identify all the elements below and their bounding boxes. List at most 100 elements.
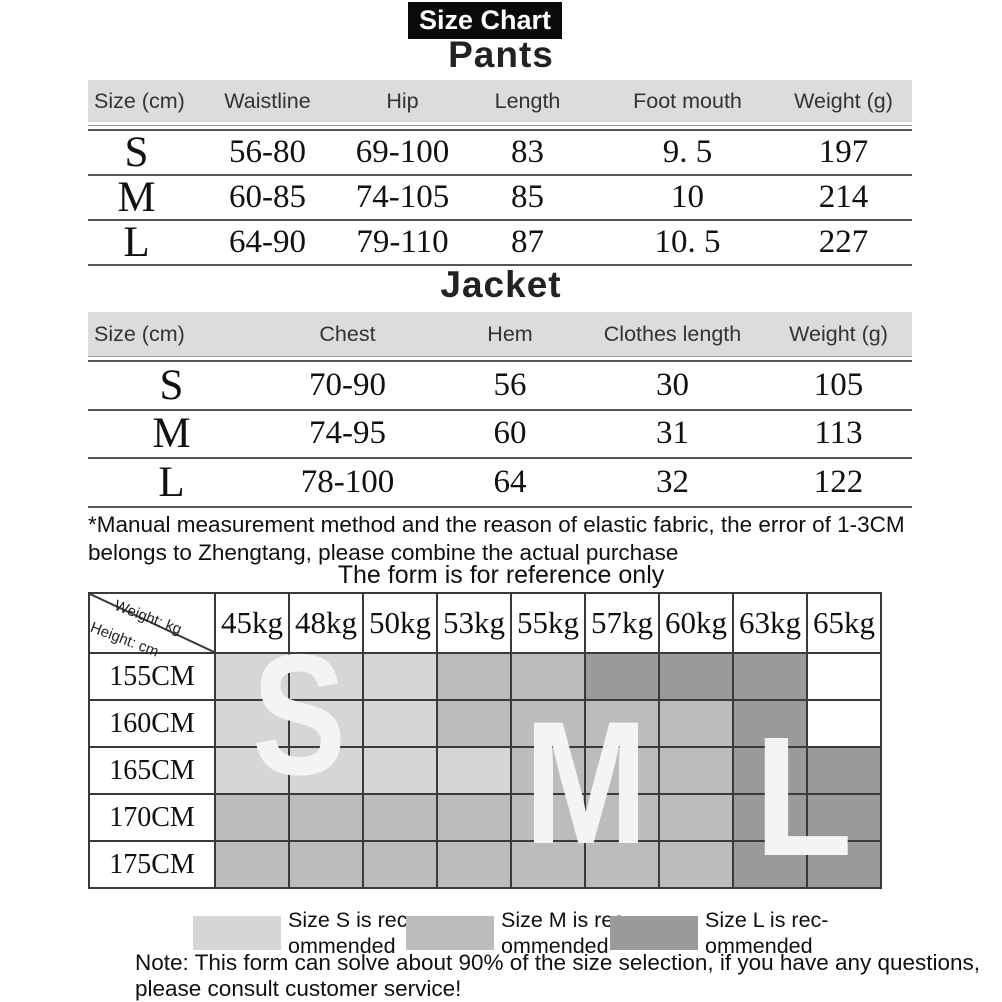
jacket-row-label: L [158, 458, 185, 506]
matrix-zone-cell [734, 795, 806, 840]
pants-cell: 85 [511, 179, 544, 215]
pants-row-label: L [123, 219, 150, 266]
matrix-zone-cell [660, 701, 732, 746]
matrix-zone-cell [660, 795, 732, 840]
jacket-row: M 74-95 60 31 113 [88, 410, 912, 460]
matrix-zone-cell [512, 654, 584, 699]
pants-row: L 64-90 79-110 87 10. 5 227 [88, 219, 912, 266]
matrix-zone-cell [734, 701, 806, 746]
legend-item-s: Size S is rec- ommended [193, 902, 415, 964]
legend-label-m: Size M is rec- ommended [501, 907, 631, 959]
matrix-zone-cell [438, 701, 510, 746]
jacket-cell: 122 [813, 463, 864, 500]
matrix-zone-cell [808, 701, 880, 746]
legend-swatch-s [193, 916, 281, 950]
jacket-column-header: Hem [487, 321, 533, 346]
matrix-zone-cell [808, 795, 880, 840]
measurement-note: *Manual measurement method and the reaso… [88, 511, 948, 567]
legend-label-s-line2: ommended [288, 934, 396, 958]
matrix-zone-cell [734, 654, 806, 699]
jacket-section-heading: Jacket [440, 264, 562, 305]
jacket-row: S 70-90 56 30 105 [88, 362, 912, 411]
jacket-cell: 60 [493, 415, 527, 452]
jacket-cell: 78-100 [300, 463, 395, 500]
service-note-line2: please consult customer service! [135, 976, 462, 1001]
matrix-zone-cell [586, 701, 658, 746]
matrix-weight-header: 57kg [586, 594, 658, 652]
pants-cell: 87 [511, 224, 544, 260]
pants-column-header: Foot mouth [633, 88, 742, 113]
jacket-cell: 113 [814, 415, 863, 452]
jacket-cell: 105 [813, 366, 864, 403]
jacket-cell: 32 [656, 463, 689, 500]
measurement-note-line2: belongs to Zhengtang, please combine the… [88, 540, 679, 565]
pants-row-label: S [124, 129, 149, 176]
legend-swatch-l [610, 916, 698, 950]
pants-cell: 60-85 [229, 179, 306, 215]
pants-row-label: M [117, 174, 156, 221]
matrix-zone-cell [808, 842, 880, 887]
matrix-zone-cell [586, 842, 658, 887]
matrix-zone-cell [438, 748, 510, 793]
measurement-note-line1: *Manual measurement method and the reaso… [88, 512, 905, 537]
matrix-zone-cell [364, 654, 436, 699]
pants-cell: 10 [671, 179, 704, 215]
pants-cell: 227 [818, 224, 869, 260]
pants-cell: 64-90 [229, 224, 306, 260]
jacket-table-header: Size (cm) Chest Hem Clothes length Weight (g… [88, 312, 912, 356]
pants-cell: 197 [818, 134, 869, 170]
reference-note: The form is for reference only [337, 561, 665, 589]
legend-label-l-line2: ommended [705, 934, 813, 958]
service-note-line1: Note: This form can solve about 90% of t… [135, 950, 981, 975]
service-note: Note: This form can solve about 90% of t… [135, 950, 980, 1002]
pants-table-body: S 56-80 69-100 83 9. 5 197 M 60-85 74-105 85 10 214… [88, 129, 912, 266]
matrix-weight-header: 53kg [438, 594, 510, 652]
legend-label-m-line2: ommended [501, 934, 609, 958]
matrix-zone-cell [660, 748, 732, 793]
matrix-zone-cell [586, 654, 658, 699]
matrix-zone-cell [364, 842, 436, 887]
legend-label-s: Size S is rec- ommended [288, 907, 415, 959]
matrix-zone-cell [364, 748, 436, 793]
legend-label-s-line1: Size S is rec- [288, 908, 415, 932]
matrix-weight-header: 60kg [660, 594, 732, 652]
jacket-cell: 74-95 [309, 415, 386, 452]
matrix-zone-cell [734, 748, 806, 793]
pants-column-header: Length [494, 88, 561, 113]
jacket-row-label: M [152, 410, 191, 458]
matrix-weight-header: 45kg [216, 594, 288, 652]
matrix-height-header: 165CM [90, 748, 214, 793]
matrix-zone-cell [808, 654, 880, 699]
pants-column-header: Hip [386, 88, 419, 113]
pants-cell: 83 [511, 134, 544, 170]
matrix-zone-cell [512, 748, 584, 793]
size-chart-title: Size Chart [408, 2, 563, 39]
pants-row: S 56-80 69-100 83 9. 5 197 [88, 129, 912, 176]
matrix-height-header: 155CM [90, 654, 214, 699]
matrix-zone-cell [216, 748, 288, 793]
matrix-zone-cell [660, 654, 732, 699]
jacket-cell: 30 [656, 366, 689, 403]
pants-column-header: Weight (g) [794, 88, 893, 113]
matrix-zone-cell [216, 701, 288, 746]
jacket-column-header: Size (cm) [94, 321, 185, 346]
legend-item-l: Size L is rec- ommended [610, 902, 828, 964]
matrix-zone-cell [216, 654, 288, 699]
matrix-zone-cell [586, 795, 658, 840]
pants-cell: 9. 5 [662, 134, 713, 170]
matrix-weight-header: 55kg [512, 594, 584, 652]
matrix-zone-cell [364, 701, 436, 746]
jacket-table-body: S 70-90 56 30 105 M 74-95 60 31 113 L 78-100 64 32 122 [88, 362, 912, 508]
jacket-cell: 31 [656, 415, 689, 452]
matrix-zone-cell [290, 795, 362, 840]
matrix-zone-cell [290, 654, 362, 699]
legend-item-m: Size M is rec- ommended [406, 902, 631, 964]
matrix-zone-cell [290, 748, 362, 793]
legend-swatch-m [406, 916, 494, 950]
jacket-row-label: S [159, 361, 184, 409]
matrix-zone-cell [512, 842, 584, 887]
jacket-column-header: Chest [319, 321, 376, 346]
height-weight-matrix: Weight: kg Height: cm 45kg 48kg 50kg 53kg 55… [88, 592, 882, 889]
pants-section-heading: Pants [448, 34, 554, 75]
jacket-row: L 78-100 64 32 122 [88, 459, 912, 508]
